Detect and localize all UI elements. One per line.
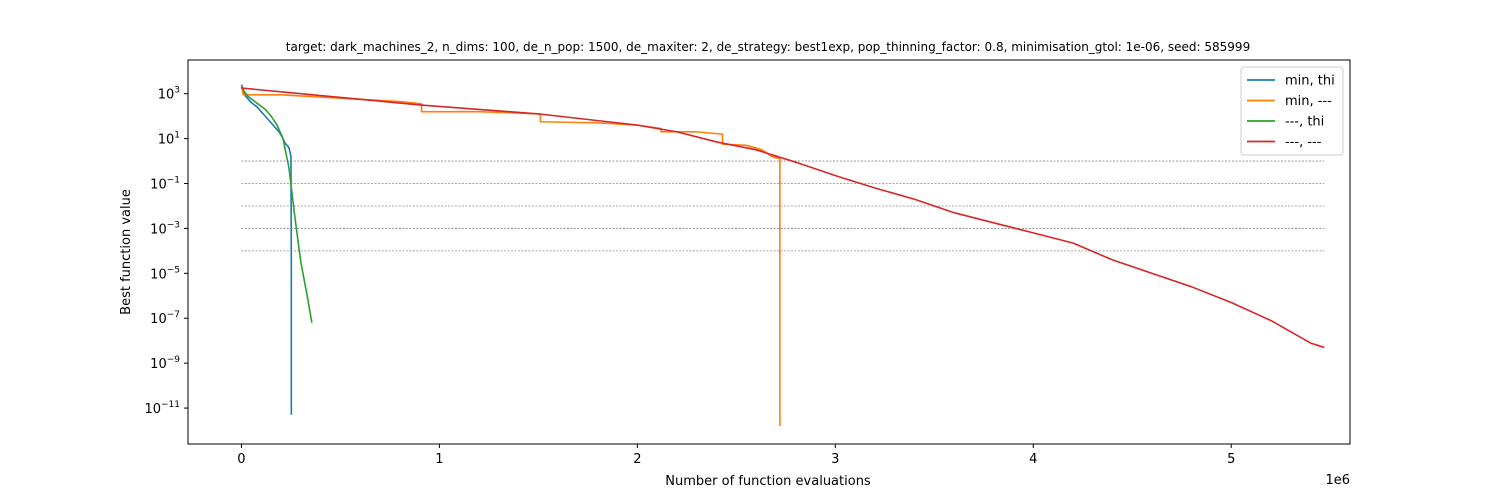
y-tick-label-4: 10−5 xyxy=(150,265,180,282)
x-tick-label-1: 1 xyxy=(435,452,443,467)
y-tick-label-3: 10−3 xyxy=(150,220,180,237)
x-tick-label-5: 5 xyxy=(1227,452,1235,467)
y-tick-label-2: 10−1 xyxy=(150,176,180,193)
legend-box xyxy=(1240,66,1344,156)
x-axis-offset-label: 1e6 xyxy=(1325,473,1350,488)
legend-label-0: min, thi xyxy=(1285,74,1335,89)
plot-frame xyxy=(187,59,1351,445)
series-layer xyxy=(240,84,1325,427)
series-line-0 xyxy=(240,84,293,415)
reference-lines xyxy=(241,160,1325,252)
y-tick-label-6: 10−9 xyxy=(150,355,180,372)
x-tick-label-2: 2 xyxy=(633,452,641,467)
legend-label-3: ---, --- xyxy=(1285,135,1322,150)
x-tick-label-4: 4 xyxy=(1029,452,1037,467)
y-axis: 103 101 10−1 10−3 10−5 10−7 10−9 10−11 xyxy=(144,86,188,417)
legend-label-1: min, --- xyxy=(1285,94,1332,109)
y-axis-label: Best function value xyxy=(119,189,134,315)
x-axis-label: Number of function evaluations xyxy=(665,474,871,489)
x-tick-label-0: 0 xyxy=(237,452,245,467)
chart-title: target: dark_machines_2, n_dims: 100, de… xyxy=(286,40,1250,54)
y-tick-label-7: 10−11 xyxy=(144,400,180,417)
y-tick-label-0: 103 xyxy=(158,86,180,103)
y-tick-label-5: 10−7 xyxy=(150,310,180,327)
x-axis: 0 1 2 3 4 5 xyxy=(237,444,1235,467)
series-line-2 xyxy=(240,86,313,323)
series-line-3 xyxy=(241,87,1325,349)
legend: min, thi min, --- ---, thi ---, --- xyxy=(1240,66,1344,156)
x-tick-label-3: 3 xyxy=(831,452,839,467)
y-tick-label-1: 101 xyxy=(158,131,180,148)
legend-label-2: ---, thi xyxy=(1285,115,1324,130)
